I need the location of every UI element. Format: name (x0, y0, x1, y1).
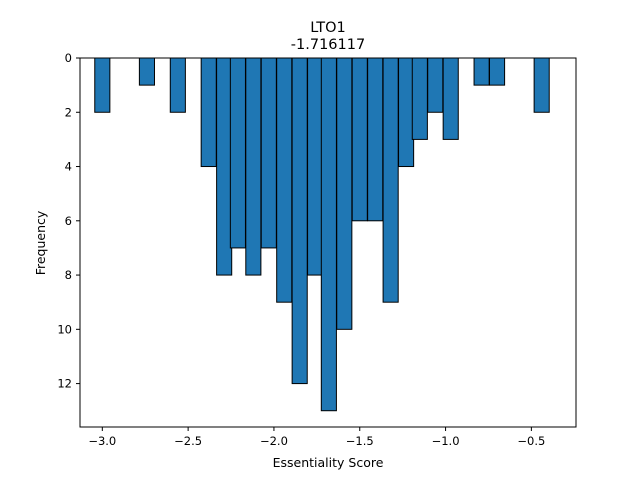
x-tick-label: −0.5 (517, 434, 545, 448)
histogram-bar-23 (442, 57, 459, 140)
histogram-bar-21 (411, 57, 428, 140)
chart-subtitle: -1.716117 (291, 37, 365, 53)
histogram-bar-10 (245, 57, 262, 276)
y-tick-label: 8 (65, 268, 72, 282)
y-axis-label: Frequency (33, 210, 48, 275)
histogram-bar-19 (382, 57, 399, 303)
x-tick-label: −2.0 (260, 434, 288, 448)
histogram-bar-16 (336, 57, 353, 330)
x-tick-label: −1.0 (432, 434, 460, 448)
x-tick-label: −3.0 (88, 434, 116, 448)
histogram-bar-5 (169, 57, 186, 113)
histogram-bar-20 (398, 57, 415, 168)
histogram-bar-15 (320, 57, 337, 412)
y-tick-label: 10 (57, 322, 72, 336)
histogram-bar-26 (489, 57, 506, 86)
histogram-bar-8 (216, 57, 233, 276)
histogram-bar-11 (260, 57, 277, 249)
histogram-bar-0 (94, 57, 111, 113)
histogram-bar-13 (291, 57, 308, 385)
y-tick-label: 6 (65, 214, 72, 228)
y-tick-label: 0 (65, 51, 72, 65)
histogram-bar-25 (473, 57, 490, 86)
y-tick-label: 4 (65, 160, 72, 174)
histogram-bar-9 (229, 57, 246, 249)
chart-title: LTO1 (310, 20, 346, 36)
histogram-bar-14 (307, 57, 324, 276)
x-axis-label: Essentiality Score (273, 455, 384, 470)
x-tick-label: −2.5 (174, 434, 202, 448)
plot-frame (79, 57, 577, 428)
x-tick-label: −1.5 (346, 434, 374, 448)
x-axis: −3.0 −2.5 −2.0 −1.5 −1.0 −0.5 (88, 427, 545, 448)
histogram-bar-17 (351, 57, 368, 222)
histogram-bar-29 (533, 57, 550, 113)
histogram-bar-12 (276, 57, 293, 303)
bars-group (94, 57, 550, 412)
y-axis: 0 2 4 6 8 10 12 (57, 51, 80, 391)
y-tick-label: 2 (65, 105, 72, 119)
y-tick-label: 12 (57, 377, 72, 391)
histogram-bar-7 (200, 57, 217, 168)
histogram-bar-18 (367, 57, 384, 222)
histogram-bar-3 (138, 57, 155, 86)
histogram-bar-22 (427, 57, 444, 113)
